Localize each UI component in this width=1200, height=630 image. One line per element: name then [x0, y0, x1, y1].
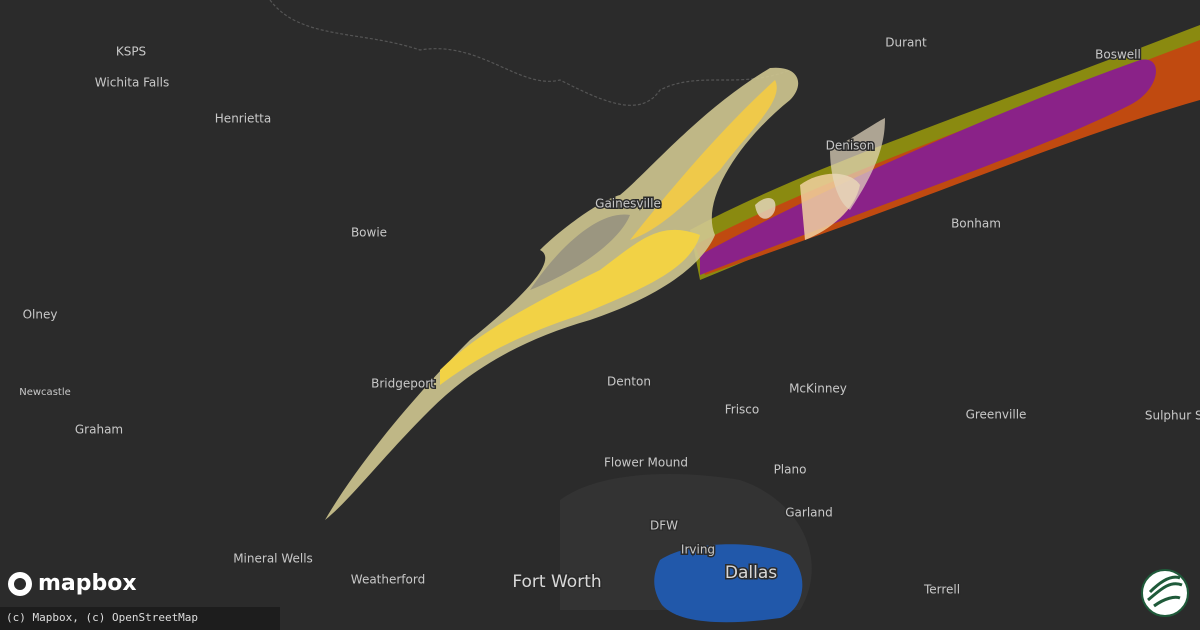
city-label: Irving — [681, 543, 715, 557]
attribution-bar — [0, 607, 280, 630]
city-label: Boswell — [1095, 48, 1141, 62]
city-label: Weatherford — [351, 573, 425, 587]
mapbox-logo: mapbox — [8, 571, 137, 596]
hail-swath-yellow-north — [630, 80, 777, 240]
city-label: Olney — [23, 308, 58, 322]
city-label: Wichita Falls — [95, 76, 169, 90]
logo-icon-inner — [14, 578, 26, 590]
city-label: Terrell — [923, 583, 960, 597]
city-label: Dallas — [725, 563, 777, 583]
city-label: Flower Mound — [604, 456, 688, 470]
city-label: Gainesville — [595, 197, 661, 211]
city-label: Graham — [75, 423, 123, 437]
hail-swath-gray — [530, 214, 630, 290]
city-label: KSPS — [116, 45, 146, 59]
city-label: Plano — [774, 463, 807, 477]
city-label: Mineral Wells — [233, 552, 313, 566]
attribution[interactable]: (c) Mapbox, (c) OpenStreetMap — [6, 611, 198, 624]
city-label: Greenville — [966, 408, 1027, 422]
city-label: Henrietta — [215, 112, 271, 126]
hail-cell — [830, 118, 885, 210]
badge-circle — [1141, 569, 1189, 617]
city-label: Bridgeport — [371, 377, 435, 391]
city-label: Denton — [607, 375, 651, 389]
city-label: Durant — [885, 36, 927, 50]
state-border — [269, 0, 791, 106]
city-label: Newcastle — [19, 387, 71, 398]
city-label: Denison — [826, 139, 875, 153]
city-label: DFW — [650, 519, 678, 533]
city-label: Bonham — [951, 217, 1001, 231]
city-label: Bowie — [351, 226, 387, 240]
hail-swath-yellow — [440, 229, 700, 385]
logo-text: mapbox — [38, 571, 137, 596]
city-label: Fort Worth — [512, 572, 601, 592]
badge-icon — [1147, 575, 1183, 608]
city-label: Garland — [785, 506, 833, 520]
hail-cell — [755, 198, 776, 219]
city-label: Frisco — [725, 403, 760, 417]
city-label: Sulphur Spr — [1145, 409, 1200, 423]
city-labels: KSPS Wichita Falls Henrietta Bowie Olney… — [18, 34, 1200, 598]
brand-badge — [1141, 569, 1189, 617]
dallas-region — [654, 544, 803, 623]
city-label: McKinney — [789, 382, 847, 396]
